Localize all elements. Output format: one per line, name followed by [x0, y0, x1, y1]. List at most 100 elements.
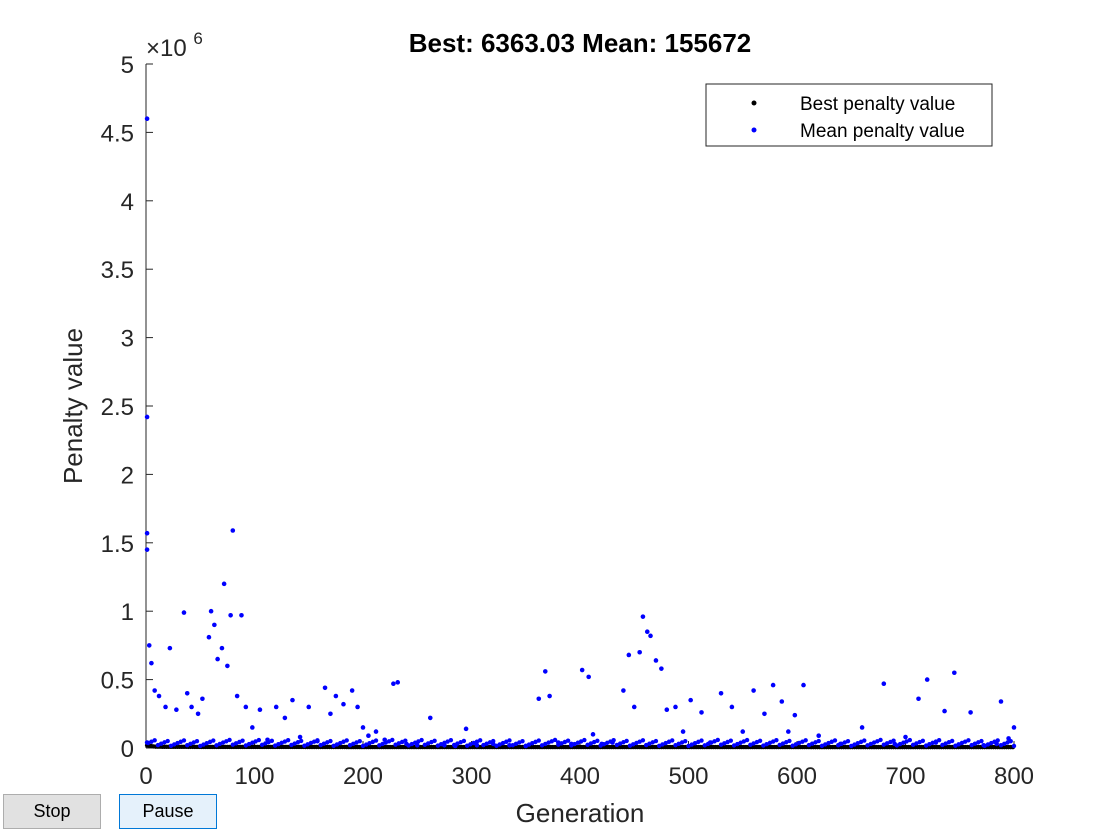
mean-point [144, 547, 150, 552]
mean-point [152, 738, 157, 743]
mean-point [637, 649, 642, 655]
mean-point [757, 738, 763, 743]
legend-marker-mean [751, 127, 757, 133]
y-tick-label: 0 [121, 736, 134, 763]
mean-point [579, 667, 585, 673]
mean-point [683, 738, 688, 744]
mean-point [227, 737, 232, 743]
mean-point [273, 704, 279, 710]
mean-point [770, 682, 776, 688]
mean-point [718, 690, 724, 696]
mean-point [366, 733, 371, 738]
mean-point [942, 708, 947, 714]
mean-point [862, 738, 867, 743]
mean-point [219, 645, 225, 651]
mean-point [907, 737, 913, 743]
mean-point [146, 643, 152, 648]
mean-point [341, 701, 346, 707]
x-tick-label: 400 [560, 763, 600, 790]
mean-point [715, 737, 720, 743]
mean-point [290, 697, 295, 703]
mean-point [740, 729, 746, 734]
mean-point [792, 712, 798, 718]
x-tick-label: 300 [451, 763, 491, 790]
mean-point [878, 737, 883, 743]
y-tick-label: 4 [121, 189, 134, 216]
mean-point [269, 738, 275, 743]
mean-point [936, 737, 942, 743]
mean-point [344, 738, 349, 743]
mean-point [520, 738, 525, 744]
mean-point [355, 704, 360, 710]
mean-point [225, 663, 230, 669]
mean-point [859, 725, 865, 730]
mean-point [174, 707, 179, 712]
mean-point [1011, 725, 1017, 730]
mean-point [391, 681, 396, 687]
mean-point [507, 742, 512, 748]
mean-point [461, 738, 467, 744]
mean-point [315, 738, 320, 743]
mean-point [282, 715, 288, 721]
mean-point [419, 737, 424, 743]
y-tick-label: 3 [121, 326, 134, 353]
mean-point [803, 738, 808, 743]
mean-point [432, 738, 437, 743]
pause-button[interactable]: Pause [119, 794, 217, 829]
x-tick-label: 600 [777, 763, 817, 790]
legend-box [705, 83, 993, 147]
mean-point [181, 610, 187, 615]
mean-point [995, 738, 1000, 743]
mean-point [653, 738, 659, 744]
y-tick-label: 0.5 [101, 668, 134, 695]
mean-point [448, 737, 454, 743]
mean-point [624, 738, 629, 744]
mean-point [998, 699, 1004, 704]
mean-point [670, 738, 675, 743]
mean-point [144, 530, 150, 536]
mean-point [427, 715, 433, 721]
mean-point [626, 652, 632, 658]
mean-point [243, 704, 249, 710]
stop-button[interactable]: Stop [3, 794, 101, 829]
mean-point [184, 690, 190, 696]
mean-point [212, 622, 217, 628]
mean-point [631, 704, 637, 710]
y-axis-label: Penalty value [58, 328, 88, 484]
mean-point [640, 614, 646, 619]
mean-point [751, 688, 756, 693]
mean-point [586, 674, 591, 680]
mean-point [322, 685, 328, 691]
mean-point [966, 738, 971, 743]
mean-point [816, 738, 821, 744]
mean-point [215, 656, 220, 662]
mean-point [1008, 738, 1013, 744]
mean-point [257, 707, 263, 712]
mean-point [221, 581, 227, 587]
mean-point [477, 738, 483, 743]
series-layer [144, 116, 1017, 750]
mean-point [924, 677, 930, 682]
x-axis-label: Generation [516, 798, 645, 828]
mean-point [333, 693, 339, 699]
mean-point [360, 725, 366, 730]
mean-point [648, 633, 653, 639]
y-tick-label: 2.5 [101, 394, 134, 421]
y-tick-label: 4.5 [101, 120, 134, 147]
y-tick-label: 2 [121, 462, 134, 489]
mean-point [306, 704, 312, 710]
mean-point [680, 729, 686, 734]
mean-point [536, 738, 541, 743]
mean-point [239, 613, 244, 618]
mean-point [916, 696, 921, 702]
mean-point [156, 693, 162, 699]
mean-point [779, 699, 785, 704]
mean-point [891, 738, 896, 743]
chart-title: Best: 6363.03 Mean: 155672 [409, 28, 752, 58]
mean-point [403, 738, 408, 743]
series-mean-penalty [144, 116, 1017, 749]
mean-point [463, 726, 469, 732]
mean-point [640, 738, 646, 743]
legend-label-mean: Mean penalty value [800, 121, 965, 142]
x-tick-label: 0 [139, 763, 152, 790]
